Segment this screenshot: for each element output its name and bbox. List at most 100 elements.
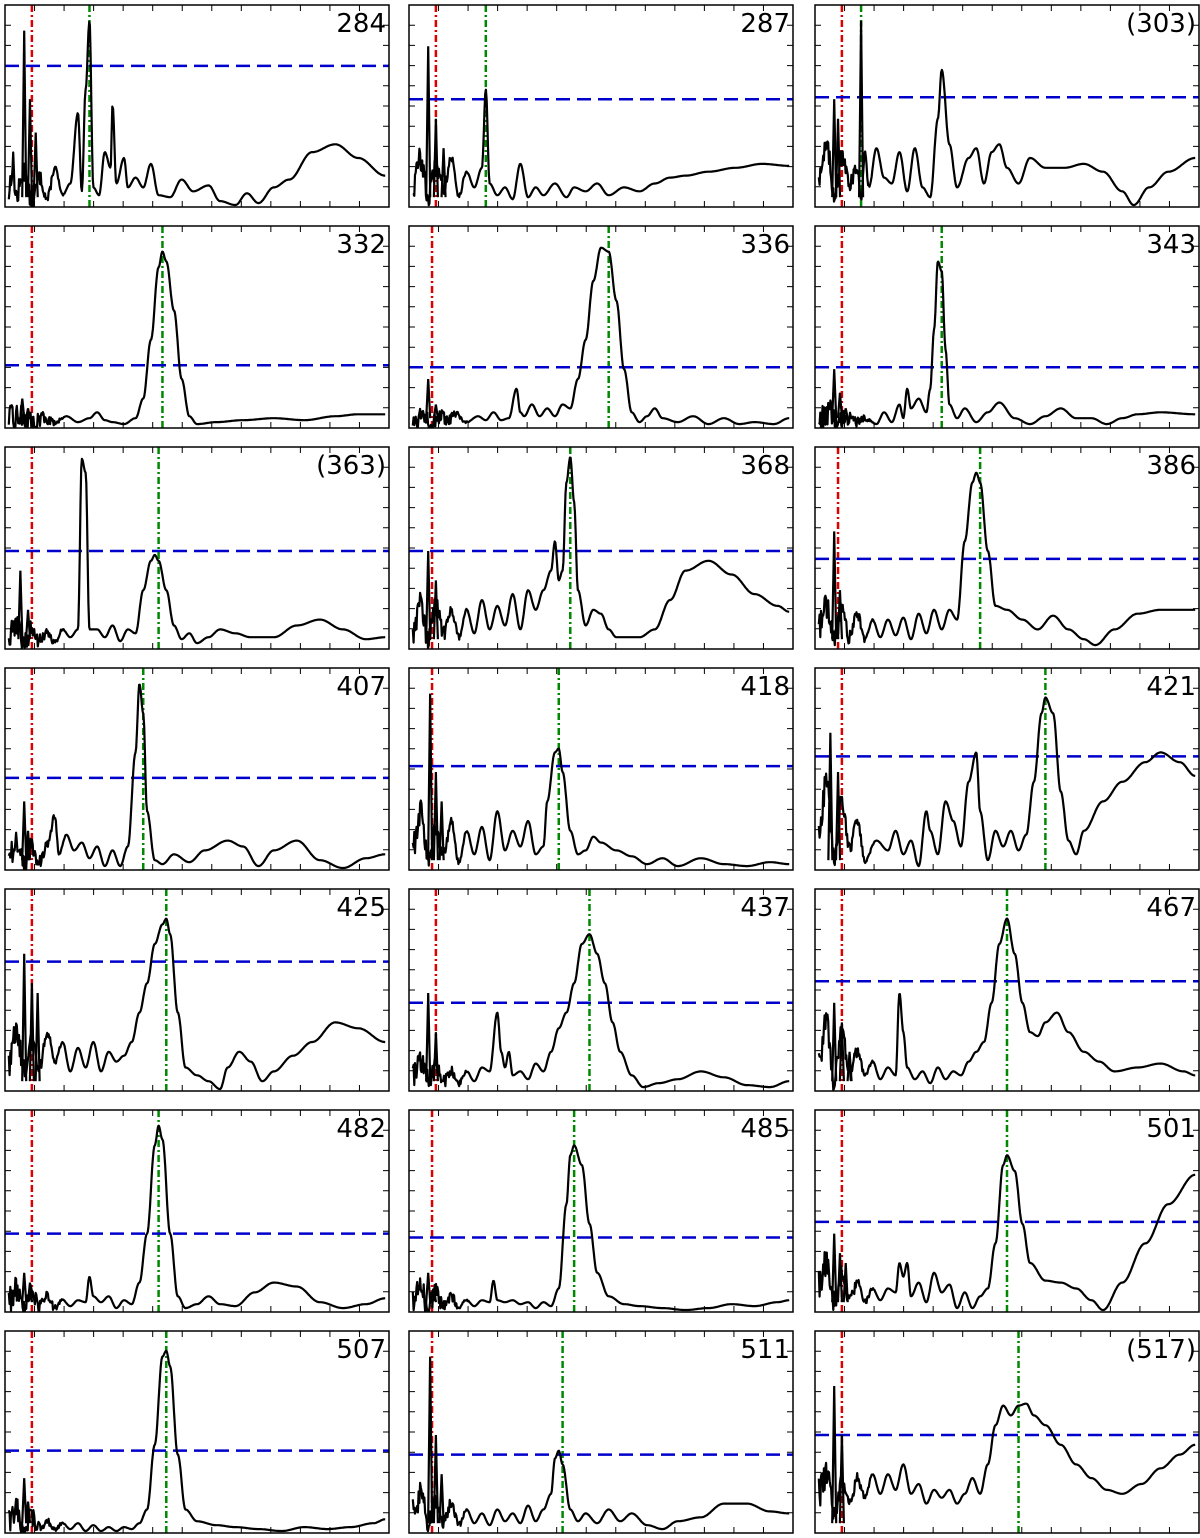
panel-frame [814,4,1200,208]
panel-20: 511 [408,1330,794,1534]
panel-6: 343 [814,225,1200,429]
panel-frame [408,1109,794,1313]
periodogram-spike [427,1356,434,1524]
panel-5: 336 [408,225,794,429]
panel-frame [814,446,1200,650]
panel-label: 407 [336,672,386,702]
panel-label: 485 [740,1114,790,1144]
periodogram-spike [842,1262,849,1303]
periodogram-curve [817,471,1196,647]
periodogram-spike [432,1032,439,1082]
periodogram-spike [836,590,844,640]
periodogram-curve [411,456,790,650]
panel-ticks [815,1110,1199,1312]
periodogram-spike [425,378,432,419]
panel-frame [4,888,390,1092]
periodogram-curve [7,1349,386,1534]
panel-13: 425 [4,888,390,1092]
panel-ticks [815,5,1199,207]
periodogram-spike [842,408,849,419]
panel-label: 368 [740,451,790,481]
periodogram-spike [21,953,28,1082]
panel-label: 284 [336,9,386,39]
panel-frame [408,1330,794,1534]
panel-label: 386 [1146,451,1196,481]
periodogram-spike [836,1253,844,1303]
panel-label: 343 [1146,230,1196,260]
periodogram-curve [412,88,790,207]
panel-label: 336 [740,230,790,260]
panel-label: 332 [336,230,386,260]
panel-ticks [5,1110,389,1312]
panel-ticks [815,226,1199,428]
periodogram-curve [817,1402,1196,1520]
panel-3: (303) [814,4,1200,208]
panel-label: 507 [336,1335,386,1365]
periodogram-spike [425,992,432,1082]
periodogram-spike [21,30,28,198]
periodogram-spike [28,983,35,1082]
periodogram-spike [438,801,445,861]
panel-8: 368 [408,446,794,650]
panel-1: 284 [4,4,390,208]
periodogram-spike [26,99,34,198]
periodogram-spike [425,46,432,198]
periodogram-spike [440,148,447,198]
panel-label: 467 [1146,893,1196,923]
periodogram-curve [411,1144,790,1313]
periodogram-spike [17,570,24,640]
panel-frame [408,225,794,429]
panel-ticks [815,889,1199,1091]
periodogram-curve [7,250,386,429]
panel-7: (363) [4,446,390,650]
panel-17: 485 [408,1109,794,1313]
periodogram-curve [817,1154,1196,1312]
periodogram-curve [817,696,1196,868]
periodogram-spike [834,118,842,198]
periodogram-curve [411,747,790,868]
panel-ticks [5,226,389,428]
periodogram-curve [7,917,386,1091]
periodogram-curve [411,933,790,1089]
panel-ticks [5,447,389,649]
panel-10: 407 [4,667,390,871]
periodogram-spike [836,392,844,419]
panel-ticks [409,5,793,207]
panel-2: 287 [408,4,794,208]
periodogram-spike [19,398,26,419]
panel-ticks [409,1331,793,1533]
periodogram-spike [838,1022,845,1082]
panel-ticks [5,889,389,1091]
periodogram-spike [34,992,41,1082]
periodogram-spike [846,1051,853,1082]
panel-frame [814,1109,1200,1313]
panel-frame [408,667,794,871]
panel-frame [814,1330,1200,1534]
periodogram-spike [26,1282,34,1303]
panel-12: 421 [814,667,1200,871]
periodogram-spike [430,1288,438,1303]
panel-frame [4,4,390,208]
periodogram-spike [24,830,32,861]
periodogram-spike [834,771,842,861]
periodogram-curve [411,1449,790,1533]
panel-frame [4,1109,390,1313]
panel-label: 482 [336,1114,386,1144]
periodogram-spike [838,1434,845,1524]
panel-ticks [5,1331,389,1533]
panel-frame [814,667,1200,871]
periodogram-spike [425,550,432,640]
periodogram-curve [7,457,386,650]
panel-14: 437 [408,888,794,1092]
periodogram-spike [425,1272,432,1303]
periodogram-spike [24,408,32,419]
panel-ticks [815,1331,1199,1533]
panel-frame [4,667,390,871]
periodogram-spike [432,771,439,861]
panel-ticks [5,5,389,207]
periodogram-curve [817,917,1196,1092]
periodogram-spike [432,1434,439,1524]
panel-label: 287 [740,9,790,39]
